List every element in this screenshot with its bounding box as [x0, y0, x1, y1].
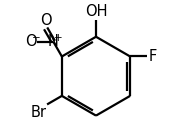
Text: OH: OH: [85, 4, 107, 19]
Text: F: F: [148, 49, 156, 64]
Text: N: N: [48, 34, 59, 49]
Text: O: O: [40, 13, 51, 28]
Text: O: O: [26, 34, 37, 49]
Text: Br: Br: [30, 105, 46, 120]
Text: −: −: [32, 33, 41, 43]
Text: +: +: [54, 33, 63, 43]
